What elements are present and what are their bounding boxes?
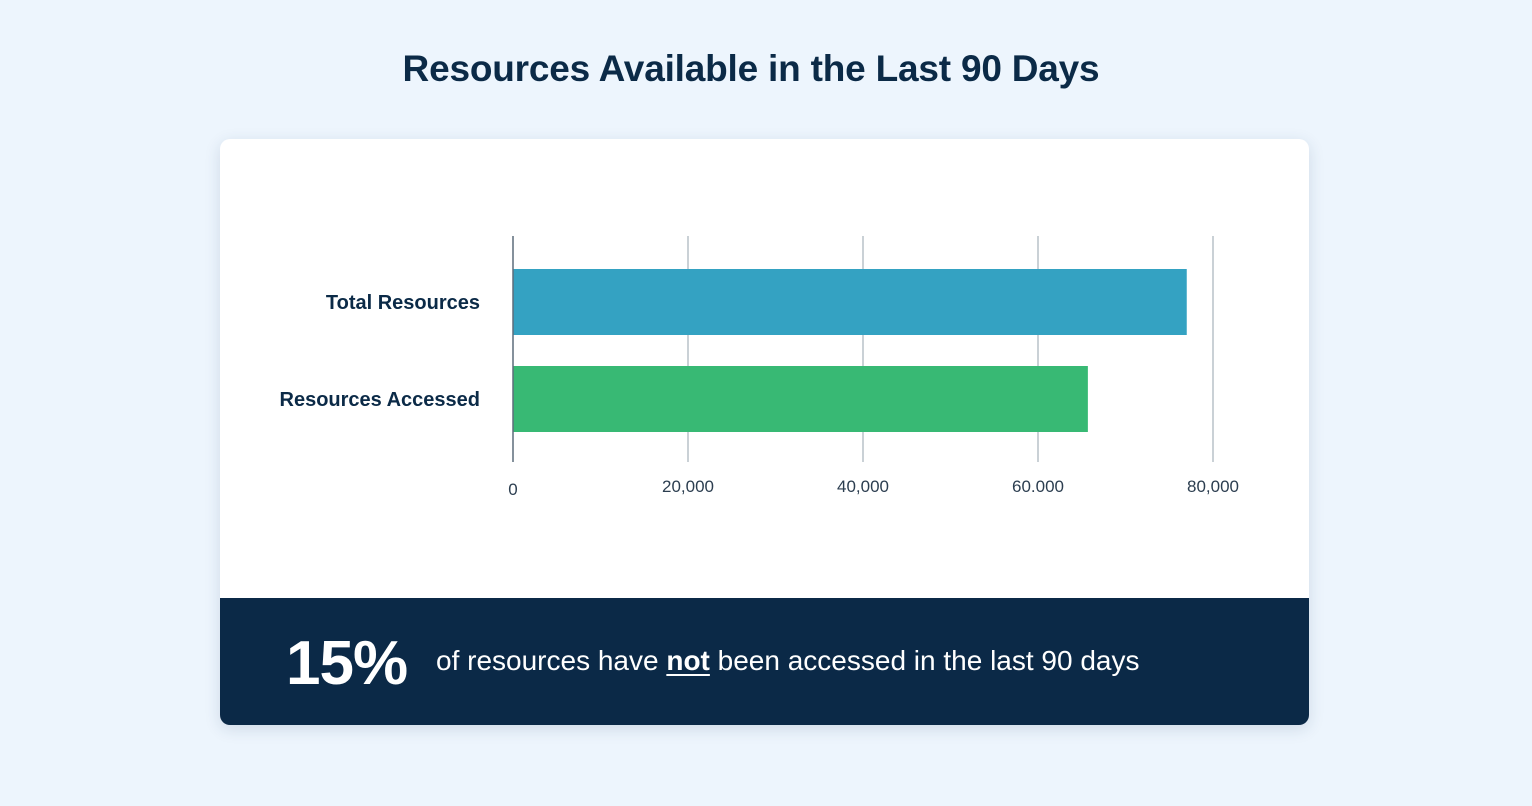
x-tick-label: 40,000 xyxy=(837,477,889,496)
category-label: Total Resources xyxy=(326,292,480,314)
x-tick-label: 20,000 xyxy=(662,477,714,496)
bar-chart: Total Resources Resources Accessed 0 20,000… xyxy=(280,236,1239,499)
x-tick-label: 0 xyxy=(508,480,517,499)
summary-text-emphasis: not xyxy=(666,645,710,676)
bar xyxy=(513,366,1088,432)
summary-text-before: of resources have xyxy=(436,645,667,676)
page-title: Resources Available in the Last 90 Days xyxy=(402,48,1100,89)
category-label: Resources Accessed xyxy=(280,389,481,411)
x-tick-label: 60.000 xyxy=(1012,477,1064,496)
summary-stat: 15% xyxy=(286,629,408,698)
chart-card: Total Resources Resources Accessed 0 20,000… xyxy=(220,139,1309,725)
x-tick-label: 80,000 xyxy=(1187,477,1239,496)
summary-description: of resources have not been accessed in t… xyxy=(436,645,1140,677)
summary-banner: 15% of resources have not been accessed … xyxy=(220,598,1309,725)
bar xyxy=(513,269,1187,335)
summary-text-after: been accessed in the last 90 days xyxy=(709,645,1140,676)
